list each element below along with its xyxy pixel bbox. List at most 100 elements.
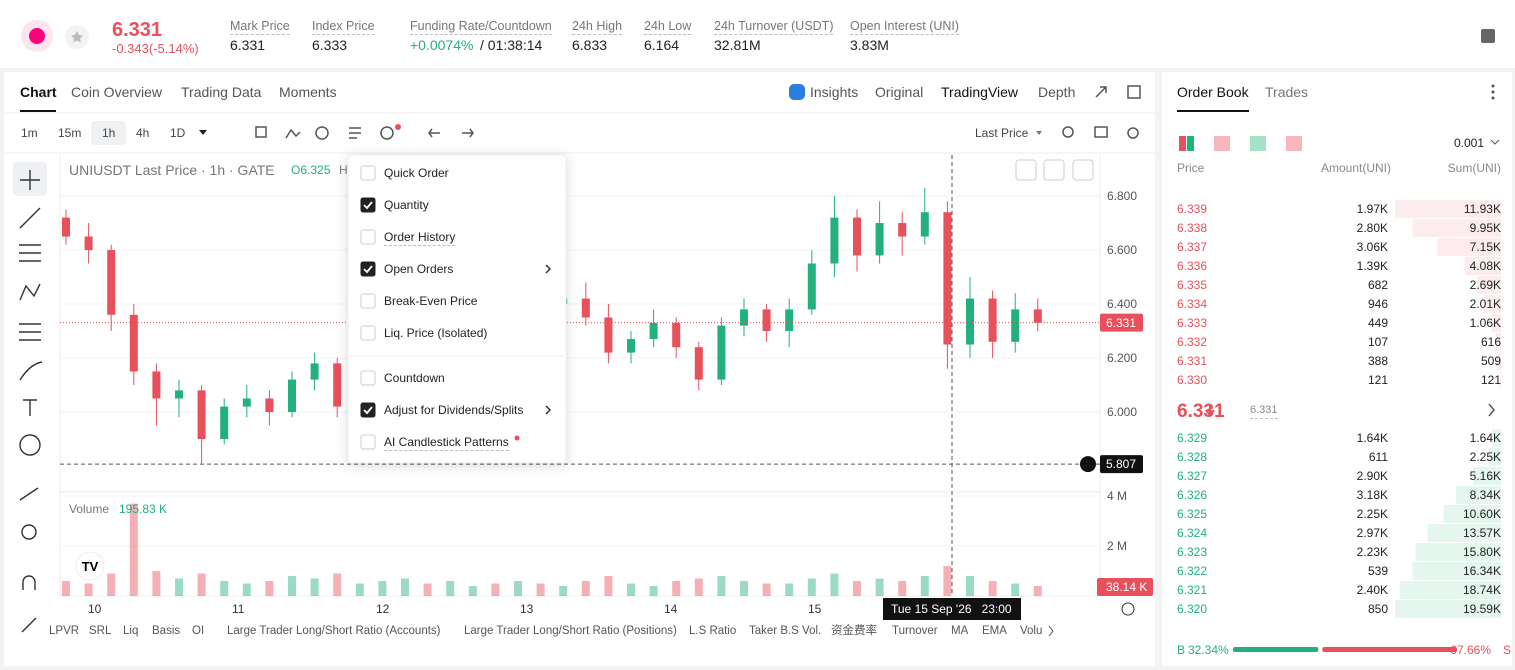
book-amount: 850: [1367, 602, 1388, 616]
book-layout-icons[interactable]: [1179, 136, 1302, 151]
checkbox: [360, 402, 376, 418]
indicator[interactable]: SRL: [89, 625, 112, 637]
interval[interactable]: 1h: [102, 126, 116, 140]
book-sum: 2.69K: [1469, 278, 1501, 292]
depth-bar: [1473, 467, 1501, 485]
candle-body: [333, 363, 342, 407]
more-dot[interactable]: [1491, 84, 1495, 88]
notify-dot: [395, 124, 401, 130]
volume-bar: [355, 583, 364, 596]
stat-label: 24h High: [572, 19, 623, 35]
book-tab[interactable]: Trades: [1265, 84, 1309, 100]
candle-body: [129, 314, 138, 372]
menu-item[interactable]: Quantity: [384, 198, 429, 212]
tab[interactable]: Moments: [279, 84, 337, 100]
book-amount: 3.18K: [1356, 488, 1388, 502]
interval[interactable]: 4h: [136, 126, 150, 140]
menu-item[interactable]: AI Candlestick Patterns: [384, 435, 509, 451]
volume-bar: [762, 583, 771, 596]
drawing-tools[interactable]: [19, 170, 43, 633]
book-tab[interactable]: Order Book: [1177, 84, 1249, 100]
book-sum: 5.16K: [1469, 469, 1501, 483]
tab[interactable]: Trading Data: [181, 84, 262, 100]
candle-body: [220, 406, 229, 439]
indicator[interactable]: MA: [951, 625, 969, 637]
candle-body: [84, 236, 93, 251]
candle-body: [604, 317, 613, 353]
interval[interactable]: 1D: [170, 126, 186, 140]
book-sum: 121: [1480, 373, 1501, 387]
volume-bar: [107, 573, 116, 596]
volume-bar: [604, 576, 613, 596]
interval[interactable]: 15m: [58, 126, 82, 140]
book-price: 6.335: [1177, 278, 1208, 292]
view-tab[interactable]: Insights: [810, 84, 859, 100]
candle-body: [197, 390, 206, 439]
book-amount: 611: [1368, 450, 1388, 464]
indicator[interactable]: L.S Ratio: [689, 625, 737, 637]
interval[interactable]: 1m: [21, 126, 38, 140]
checkbox: [360, 325, 376, 341]
buy-ratio-bar: [1233, 647, 1319, 652]
menu-item[interactable]: Open Orders: [384, 262, 454, 276]
menu-item[interactable]: Break-Even Price: [384, 294, 478, 308]
volume-bar: [175, 578, 183, 596]
candle-body: [920, 212, 929, 237]
tab[interactable]: Chart: [20, 84, 57, 100]
candle-body: [988, 298, 997, 342]
indicator[interactable]: Basis: [152, 625, 181, 637]
indicator[interactable]: Volu: [1020, 625, 1043, 637]
interval-selected-bg: [91, 121, 126, 145]
menu-item[interactable]: Adjust for Dividends/Splits: [384, 403, 524, 417]
tab-underline: [20, 110, 56, 112]
dropdown-caret: [1036, 131, 1042, 135]
view-tab[interactable]: Original: [875, 84, 924, 100]
price-type[interactable]: Last Price: [975, 126, 1029, 140]
indicator[interactable]: Large Trader Long/Short Ratio (Accounts): [227, 625, 441, 637]
depth-bar: [1437, 238, 1501, 256]
volume-bar: [581, 581, 590, 596]
menu-item[interactable]: Quick Order: [384, 166, 449, 180]
book-amount: 2.90K: [1356, 469, 1388, 483]
indicator[interactable]: EMA: [982, 625, 1007, 637]
indicator[interactable]: LPVR: [49, 625, 80, 637]
dropdown-caret: [1490, 139, 1500, 145]
menu-item[interactable]: Liq. Price (Isolated): [384, 326, 488, 340]
crosshair-tag: [1100, 455, 1143, 474]
volume-bar: [740, 581, 748, 596]
stat-label: 24h Turnover (USDT): [714, 19, 834, 35]
book-sum: 4.08K: [1469, 259, 1501, 273]
header-icon[interactable]: [1481, 29, 1495, 43]
book-price: 6.320: [1177, 602, 1208, 616]
book-sum: 2.25K: [1469, 450, 1501, 464]
indicator[interactable]: Taker B.S Vol.: [749, 625, 822, 637]
down-arrow: [1205, 404, 1215, 417]
column-header: Amount(UNI): [1320, 161, 1391, 175]
indicator[interactable]: Large Trader Long/Short Ratio (Positions…: [464, 625, 677, 637]
book-amount: 1.97K: [1356, 202, 1388, 216]
buy-ratio: 32.34%: [1188, 643, 1229, 657]
volume-bar: [378, 581, 387, 596]
book-sum: 10.60K: [1462, 507, 1501, 521]
tab[interactable]: Coin Overview: [71, 84, 163, 100]
tv-logo: [75, 551, 105, 581]
menu-item[interactable]: Countdown: [384, 371, 445, 385]
stat-value: 6.331: [230, 37, 266, 53]
chart-controls[interactable]: [1015, 159, 1094, 181]
scroll-arrow[interactable]: [1048, 625, 1054, 637]
settings-icon[interactable]: [1121, 602, 1135, 616]
depth-bar: [1496, 352, 1501, 370]
indicator[interactable]: 资金费率: [831, 625, 877, 637]
indicator[interactable]: Turnover: [892, 625, 938, 637]
menu-item[interactable]: Order History: [384, 230, 456, 246]
stat-value: 3.83M: [850, 37, 889, 53]
legend-high: H: [339, 163, 348, 177]
depth-bar: [1399, 581, 1501, 599]
indicator[interactable]: OI: [192, 625, 205, 637]
mid-arrow[interactable]: [1488, 403, 1495, 417]
view-tab[interactable]: TradingView: [941, 84, 1019, 100]
book-price: 6.322: [1177, 564, 1208, 578]
view-tab[interactable]: Depth: [1038, 84, 1076, 100]
indicator[interactable]: Liq: [123, 625, 139, 637]
candle-body: [107, 250, 116, 315]
